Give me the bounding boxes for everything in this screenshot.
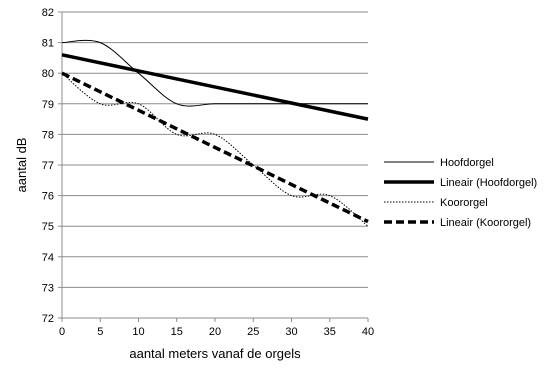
legend-label: Lineair (Koororgel) (440, 217, 531, 229)
y-tick-label: 73 (42, 282, 54, 294)
y-tick-label: 74 (42, 252, 54, 264)
y-tick-label: 79 (42, 99, 54, 111)
y-tick-label: 77 (42, 160, 54, 172)
y-tick-labels: 72 73 74 75 76 77 78 79 80 81 82 (42, 7, 54, 325)
x-tick-label: 5 (97, 326, 103, 338)
x-tick-label: 10 (132, 326, 144, 338)
y-tick-label: 80 (42, 68, 54, 80)
y-tick-label: 72 (42, 313, 54, 325)
legend-label: Koororgel (440, 197, 488, 209)
x-axis-title: aantal meters vanaf de orgels (129, 346, 301, 361)
x-tick-label: 30 (285, 326, 297, 338)
y-tick-label: 82 (42, 7, 54, 19)
y-tick-label: 78 (42, 129, 54, 141)
series-line-hoofdorgel (61, 39, 368, 107)
series-line-lineair-hoofdorgel (61, 53, 369, 121)
x-tick-labels: 0 5 10 15 20 25 30 35 40 (59, 326, 374, 338)
series-line-koororgel (61, 72, 369, 227)
x-tick-label: 0 (59, 326, 65, 338)
x-tick-label: 25 (247, 326, 259, 338)
x-tick-label: 15 (171, 326, 183, 338)
y-axis-title: aantal dB (14, 138, 29, 193)
legend: Hoofdorgel Lineair (Hoofdorgel) Koororgel L… (384, 157, 537, 229)
x-tick-label: 35 (324, 326, 336, 338)
y-tick-label: 81 (42, 38, 54, 50)
legend-label: Hoofdorgel (440, 157, 494, 169)
x-tick-label: 20 (209, 326, 221, 338)
gridlines (62, 11, 368, 319)
y-tick-label: 75 (42, 221, 54, 233)
series-line-lineair-koororgel (61, 71, 369, 224)
x-tick-label: 40 (362, 326, 374, 338)
axes (58, 11, 369, 322)
y-tick-label: 76 (42, 191, 54, 203)
series-lines (61, 39, 369, 227)
legend-label: Lineair (Hoofdorgel) (440, 177, 537, 189)
